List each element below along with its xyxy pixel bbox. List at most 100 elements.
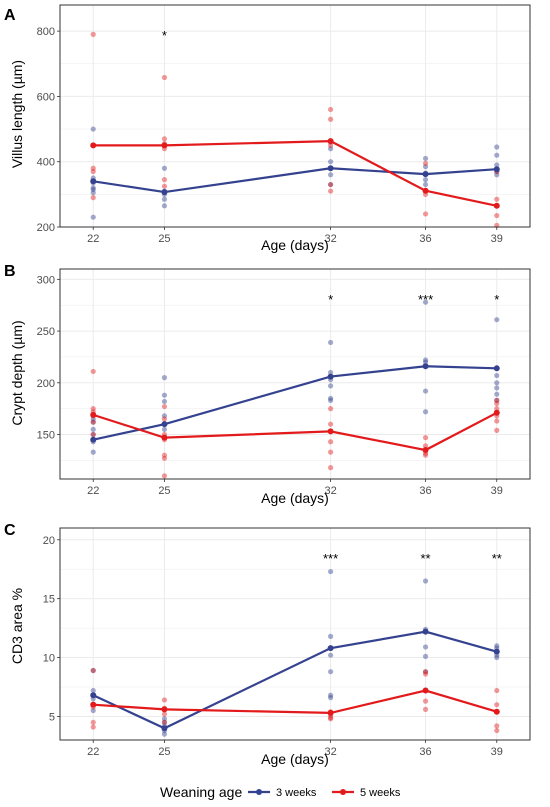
panel-b-mean-marker — [90, 411, 97, 418]
panel-c-mean-marker — [327, 709, 334, 716]
panel-a-border — [59, 4, 531, 228]
panel-c-significance-label: ** — [492, 551, 502, 566]
panel-c-point — [494, 702, 500, 708]
panel-b-point — [90, 368, 96, 375]
panel-b-point — [328, 439, 334, 445]
panel-a-point — [328, 172, 334, 178]
panel-c-point — [494, 723, 500, 729]
panel-b-point — [90, 419, 96, 425]
panel-a-point — [422, 181, 429, 188]
panel-c-point — [328, 669, 334, 675]
panel-a-ytick-label: 600 — [37, 91, 55, 103]
panel-b-point — [161, 398, 168, 405]
panel-a-point — [494, 162, 500, 168]
panel-b-point — [494, 406, 500, 412]
panel-c-xtick-label: 32 — [324, 746, 336, 758]
panel-c-point — [90, 687, 96, 694]
panel-b-point — [90, 406, 96, 412]
panel-a-mean-marker — [90, 178, 97, 185]
panel-a-point — [422, 155, 429, 162]
panel-c-point — [90, 667, 96, 674]
panel-b-point — [328, 421, 334, 427]
panel-a-point — [328, 181, 334, 188]
panel-c-point — [90, 719, 96, 725]
panel-b-point — [494, 397, 500, 403]
panel-c-point — [422, 698, 429, 704]
panel-b-point — [422, 443, 429, 449]
panel-a-significance-label: * — [162, 28, 167, 43]
panel-b-point — [422, 299, 429, 305]
panel-a-point — [494, 144, 500, 150]
panel-a-point — [494, 152, 500, 158]
panel-b-significance-label: * — [494, 292, 499, 307]
panel-a-mean-marker — [422, 187, 429, 194]
panel-b-point — [328, 465, 334, 471]
panel-a-mean-marker — [161, 142, 168, 149]
panel-a-point — [328, 116, 334, 122]
panel-a-mean-marker — [327, 138, 334, 145]
panel-c-ytick-label: 20 — [43, 535, 55, 547]
panel-c-point — [328, 692, 334, 698]
panel-a-point — [90, 214, 96, 220]
panel-a-point — [161, 165, 168, 171]
panel-c-point — [90, 667, 96, 674]
panel-b-point — [90, 426, 96, 432]
panel-c-point — [422, 653, 429, 659]
panel-a-ytick-label: 800 — [37, 26, 55, 38]
panel-b-point — [422, 409, 429, 415]
panel-c-point — [90, 724, 96, 730]
panel-b-point — [90, 449, 96, 455]
panel-a-xlabel: Age (days) — [261, 237, 329, 253]
panel-c-point — [161, 731, 168, 737]
panel-c-xtick-label: 36 — [419, 746, 431, 758]
panel-b-point — [90, 419, 96, 425]
panel-b-point — [161, 452, 168, 458]
panel-c-point — [161, 711, 168, 717]
panel-a-xtick-label: 36 — [419, 233, 431, 245]
panel-c-mean-marker — [493, 648, 500, 655]
panel-a-point — [422, 164, 429, 170]
panel-b-point — [328, 406, 334, 412]
panel-a-point — [422, 177, 429, 183]
panel-b-point — [161, 416, 168, 422]
panel-c-point — [161, 719, 168, 725]
panel-a-point — [161, 183, 168, 189]
panel-a-ytick-label: 400 — [37, 157, 55, 169]
panel-c-mean-marker — [90, 692, 97, 699]
panel-c-point — [422, 671, 429, 677]
panel-c-mean-marker — [161, 706, 168, 713]
panel-b-mean-marker — [422, 363, 429, 370]
panel-b-xtick-label: 25 — [158, 485, 170, 497]
legend: Weaning age 3 weeks 5 weeks — [160, 784, 401, 800]
panel-b-point — [161, 403, 168, 410]
panel-a-point — [161, 136, 168, 142]
panel-b-xtick-label: 22 — [87, 485, 99, 497]
panel-b-point — [494, 427, 500, 433]
panel-a-point — [90, 186, 96, 193]
panel-b-mean-marker — [422, 447, 429, 454]
panel-b-point — [494, 380, 500, 386]
panel-b-point — [328, 339, 334, 346]
panel-a-xtick-label: 32 — [324, 233, 336, 245]
panel-c-point — [494, 643, 500, 649]
panel-a-point — [422, 211, 429, 217]
panel-b-significance-label: * — [328, 292, 333, 307]
panel-b-point — [161, 426, 168, 432]
panel-a-point — [494, 212, 500, 219]
panel-b-point — [494, 418, 500, 424]
panel-b-point — [494, 385, 500, 391]
panel-c-point — [328, 695, 334, 701]
panel-b-point — [90, 431, 96, 438]
panel-a-mean-marker — [493, 166, 500, 173]
panel-b-point — [422, 388, 429, 394]
panel-a-label: A — [4, 7, 16, 24]
panel-b-point — [328, 383, 334, 389]
panel-b-mean-marker — [493, 365, 500, 372]
panel-c-significance-label: *** — [323, 551, 338, 566]
panel-a-point — [328, 159, 334, 165]
panel-b-mean-marker — [327, 373, 334, 380]
panel-a-point — [90, 185, 96, 191]
